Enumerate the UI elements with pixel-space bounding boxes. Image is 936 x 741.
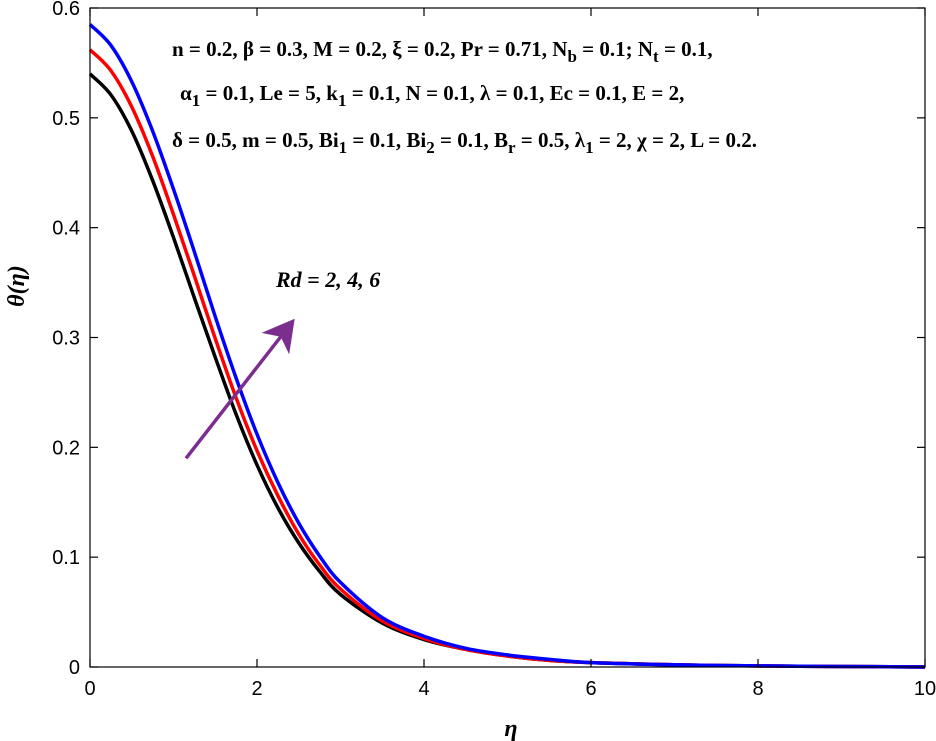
y-tick-label: 0.2 (52, 437, 80, 459)
parameters-line-3: δ = 0.5, m = 0.5, Bi1 = 0.1, Bi2 = 0.1, … (172, 128, 757, 157)
x-tick-label: 10 (914, 678, 936, 700)
y-tick-label: 0.3 (52, 328, 80, 350)
y-tick-label: 0 (69, 657, 80, 679)
trend-arrow (184, 318, 295, 460)
x-tick-label: 0 (84, 678, 95, 700)
ticks: 0 2 4 6 8 10 0 0.1 0.2 0.3 0.4 0.5 0.6 (52, 0, 936, 700)
x-axis-title: η (504, 716, 517, 741)
x-tick-label: 6 (585, 678, 596, 700)
x-tick-label: 2 (251, 678, 262, 700)
y-tick-label: 0.5 (52, 108, 80, 130)
series-line-1 (88, 72, 926, 669)
y-tick-label: 0.4 (52, 218, 80, 240)
parameters-line-1: n = 0.2, β = 0.3, M = 0.2, ξ = 0.2, Pr =… (172, 37, 713, 66)
series-line-3 (88, 23, 926, 669)
y-tick-label: 0.6 (52, 0, 80, 20)
arrow-label: Rd = 2, 4, 6 (275, 267, 380, 292)
x-tick-label: 8 (752, 678, 763, 700)
x-tick-label: 4 (418, 678, 429, 700)
y-axis-title: θ(η) (4, 265, 30, 307)
parameters-line-2: α1 = 0.1, Le = 5, k1 = 0.1, N = 0.1, λ =… (180, 81, 684, 110)
y-tick-label: 0.1 (52, 547, 80, 569)
series-lines (88, 23, 926, 669)
